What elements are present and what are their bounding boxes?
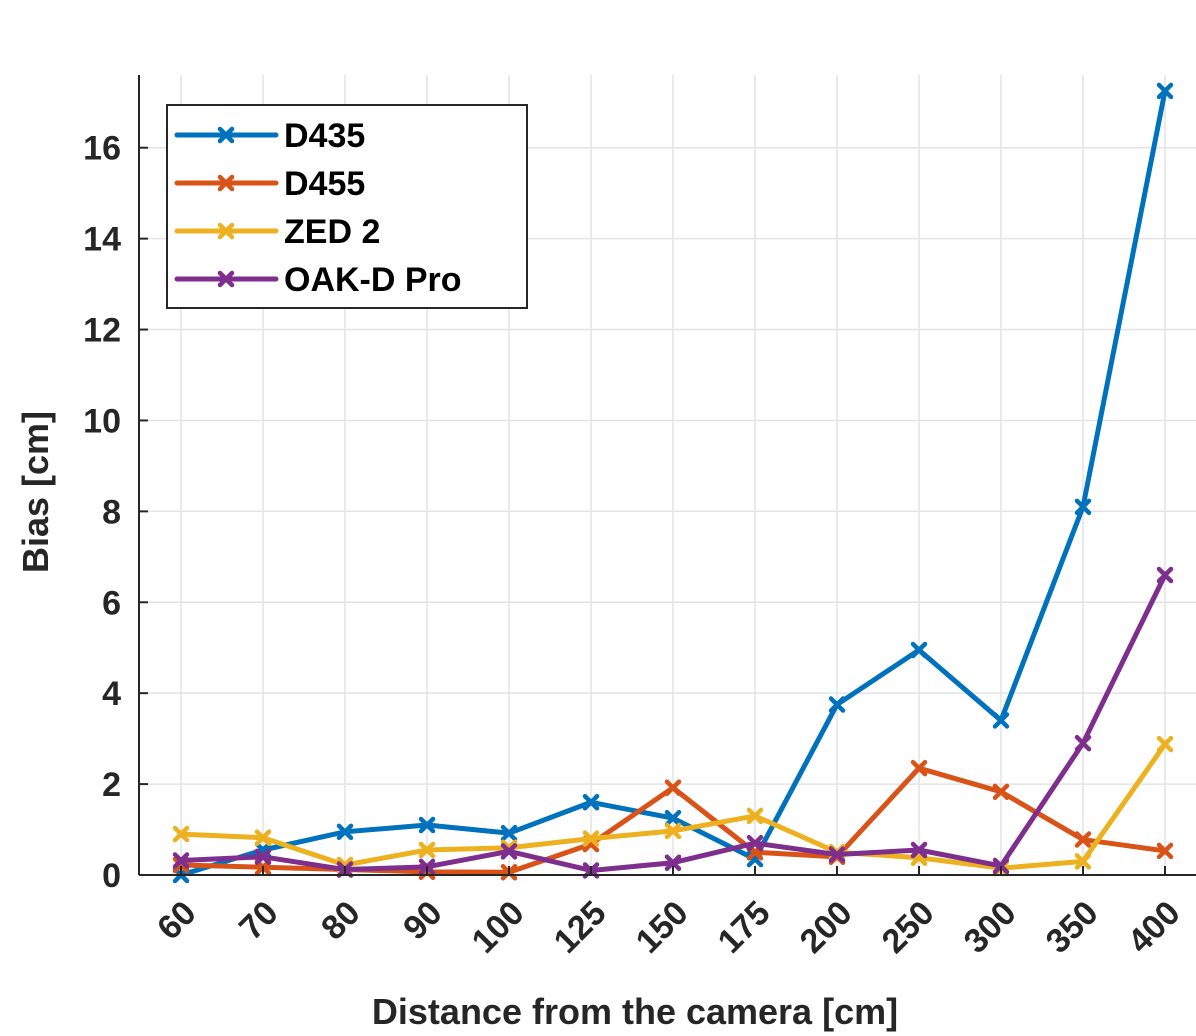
legend-label: ZED 2 [284, 213, 380, 251]
legend-item-zed-2: ZED 2 [174, 213, 380, 251]
data-point-d435 [336, 823, 354, 841]
legend-item-d455: D455 [174, 165, 365, 203]
data-point-zed-2 [418, 841, 436, 859]
x-tick-label: 60 [150, 894, 204, 948]
data-point-d435 [828, 696, 846, 713]
legend-label: D455 [284, 165, 365, 203]
y-axis-label: Bias [cm] [15, 411, 56, 573]
data-point-zed-2 [1074, 853, 1092, 870]
y-tick-label: 16 [83, 130, 121, 168]
data-point-zed-2 [1156, 735, 1174, 753]
x-tick-label: 80 [314, 894, 368, 948]
x-tick-label: 350 [1039, 894, 1106, 961]
x-tick-label: 100 [465, 894, 532, 961]
y-tick-label: 14 [83, 221, 121, 259]
x-tick-label: 175 [711, 894, 778, 961]
legend-swatch-marker [217, 270, 235, 288]
data-point-d435 [582, 794, 600, 811]
data-point-oak-d-pro [910, 841, 928, 859]
data-point-oak-d-pro [746, 834, 764, 852]
data-point-zed-2 [664, 822, 682, 840]
data-point-d435 [500, 824, 518, 842]
data-point-d455 [1074, 831, 1092, 848]
data-point-d455 [992, 783, 1010, 801]
data-point-oak-d-pro [828, 846, 846, 863]
axes [138, 75, 1196, 876]
y-tick-label: 0 [102, 857, 121, 895]
data-point-d435 [992, 712, 1010, 729]
data-point-d455 [910, 759, 928, 777]
data-point-oak-d-pro [500, 843, 518, 860]
data-point-oak-d-pro [1074, 734, 1092, 752]
data-point-d435 [664, 809, 682, 827]
data-point-oak-d-pro [664, 854, 682, 871]
legend-item-oak-d-pro: OAK-D Pro [174, 261, 462, 299]
data-point-d435 [418, 816, 436, 834]
x-tick-label: 200 [793, 894, 860, 961]
data-point-oak-d-pro [172, 852, 190, 869]
x-tick-label: 70 [232, 894, 286, 948]
legend-label: OAK-D Pro [284, 261, 462, 299]
data-point-d455 [664, 779, 682, 796]
y-tick-label: 10 [83, 402, 121, 440]
legend: D435 D455 ZED 2 OAK-D Pro [166, 104, 528, 309]
x-tick-label: 125 [547, 894, 614, 961]
legend-item-d435: D435 [174, 117, 365, 155]
data-point-zed-2 [746, 807, 764, 825]
x-tick-label: 400 [1121, 894, 1188, 961]
y-tick-label: 4 [102, 675, 121, 713]
data-point-d435 [1156, 82, 1174, 100]
y-tick-label: 12 [83, 312, 121, 350]
x-tick-label: 250 [875, 894, 942, 961]
data-point-zed-2 [582, 830, 600, 847]
data-point-oak-d-pro [1156, 566, 1174, 584]
legend-swatch-marker [217, 174, 235, 192]
legend-swatch-marker [217, 126, 235, 144]
legend-swatch-marker [217, 222, 235, 240]
y-tick-label: 8 [102, 493, 121, 531]
data-point-oak-d-pro [992, 857, 1010, 875]
data-point-d435 [910, 641, 928, 659]
data-point-d455 [1156, 842, 1174, 860]
x-axis-label: Distance from the camera [cm] [372, 991, 898, 1032]
x-tick-label: 90 [396, 894, 450, 948]
x-tick-label: 150 [629, 894, 696, 961]
data-point-zed-2 [172, 825, 190, 843]
x-tick-label: 300 [957, 894, 1024, 961]
data-point-zed-2 [254, 829, 272, 846]
data-point-oak-d-pro [254, 848, 272, 866]
y-tick-label: 6 [102, 584, 121, 622]
legend-label: D435 [284, 117, 365, 155]
data-point-d435 [1074, 498, 1092, 516]
y-tick-label: 2 [102, 766, 121, 804]
